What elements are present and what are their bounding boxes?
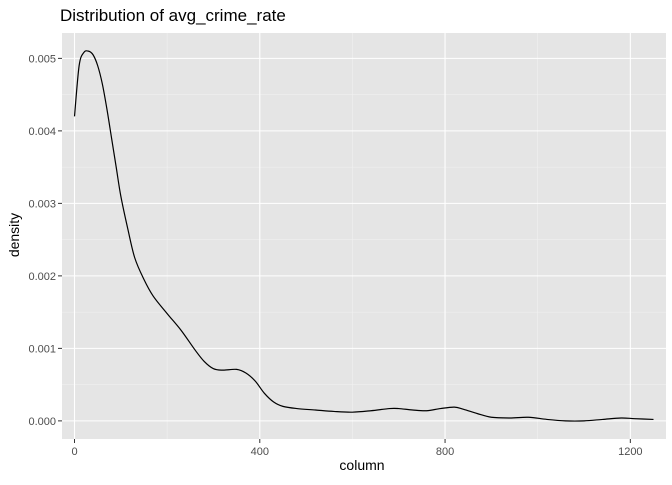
y-tick-label: 0.002 (28, 271, 56, 283)
y-tick-label: 0.004 (28, 126, 56, 138)
y-tick-label: 0.000 (28, 416, 56, 428)
x-tick-label: 1200 (618, 446, 642, 458)
x-axis-title: column (339, 457, 384, 473)
x-tick-label: 400 (251, 446, 269, 458)
axis-ticks: 0 400 800 1200 0.000 0.001 0.002 0.003 0.004 0.00… (28, 53, 642, 458)
chart-title: Distribution of avg_crime_rate (60, 6, 286, 25)
y-tick-label: 0.005 (28, 53, 56, 65)
x-tick-label: 0 (71, 446, 77, 458)
plot-panel (62, 33, 666, 439)
density-line (73, 50, 654, 422)
y-axis-title: density (6, 213, 22, 257)
y-tick-label: 0.003 (28, 198, 56, 210)
y-tick-label: 0.001 (28, 343, 56, 355)
series-layer (73, 50, 654, 422)
x-tick-label: 800 (436, 446, 454, 458)
